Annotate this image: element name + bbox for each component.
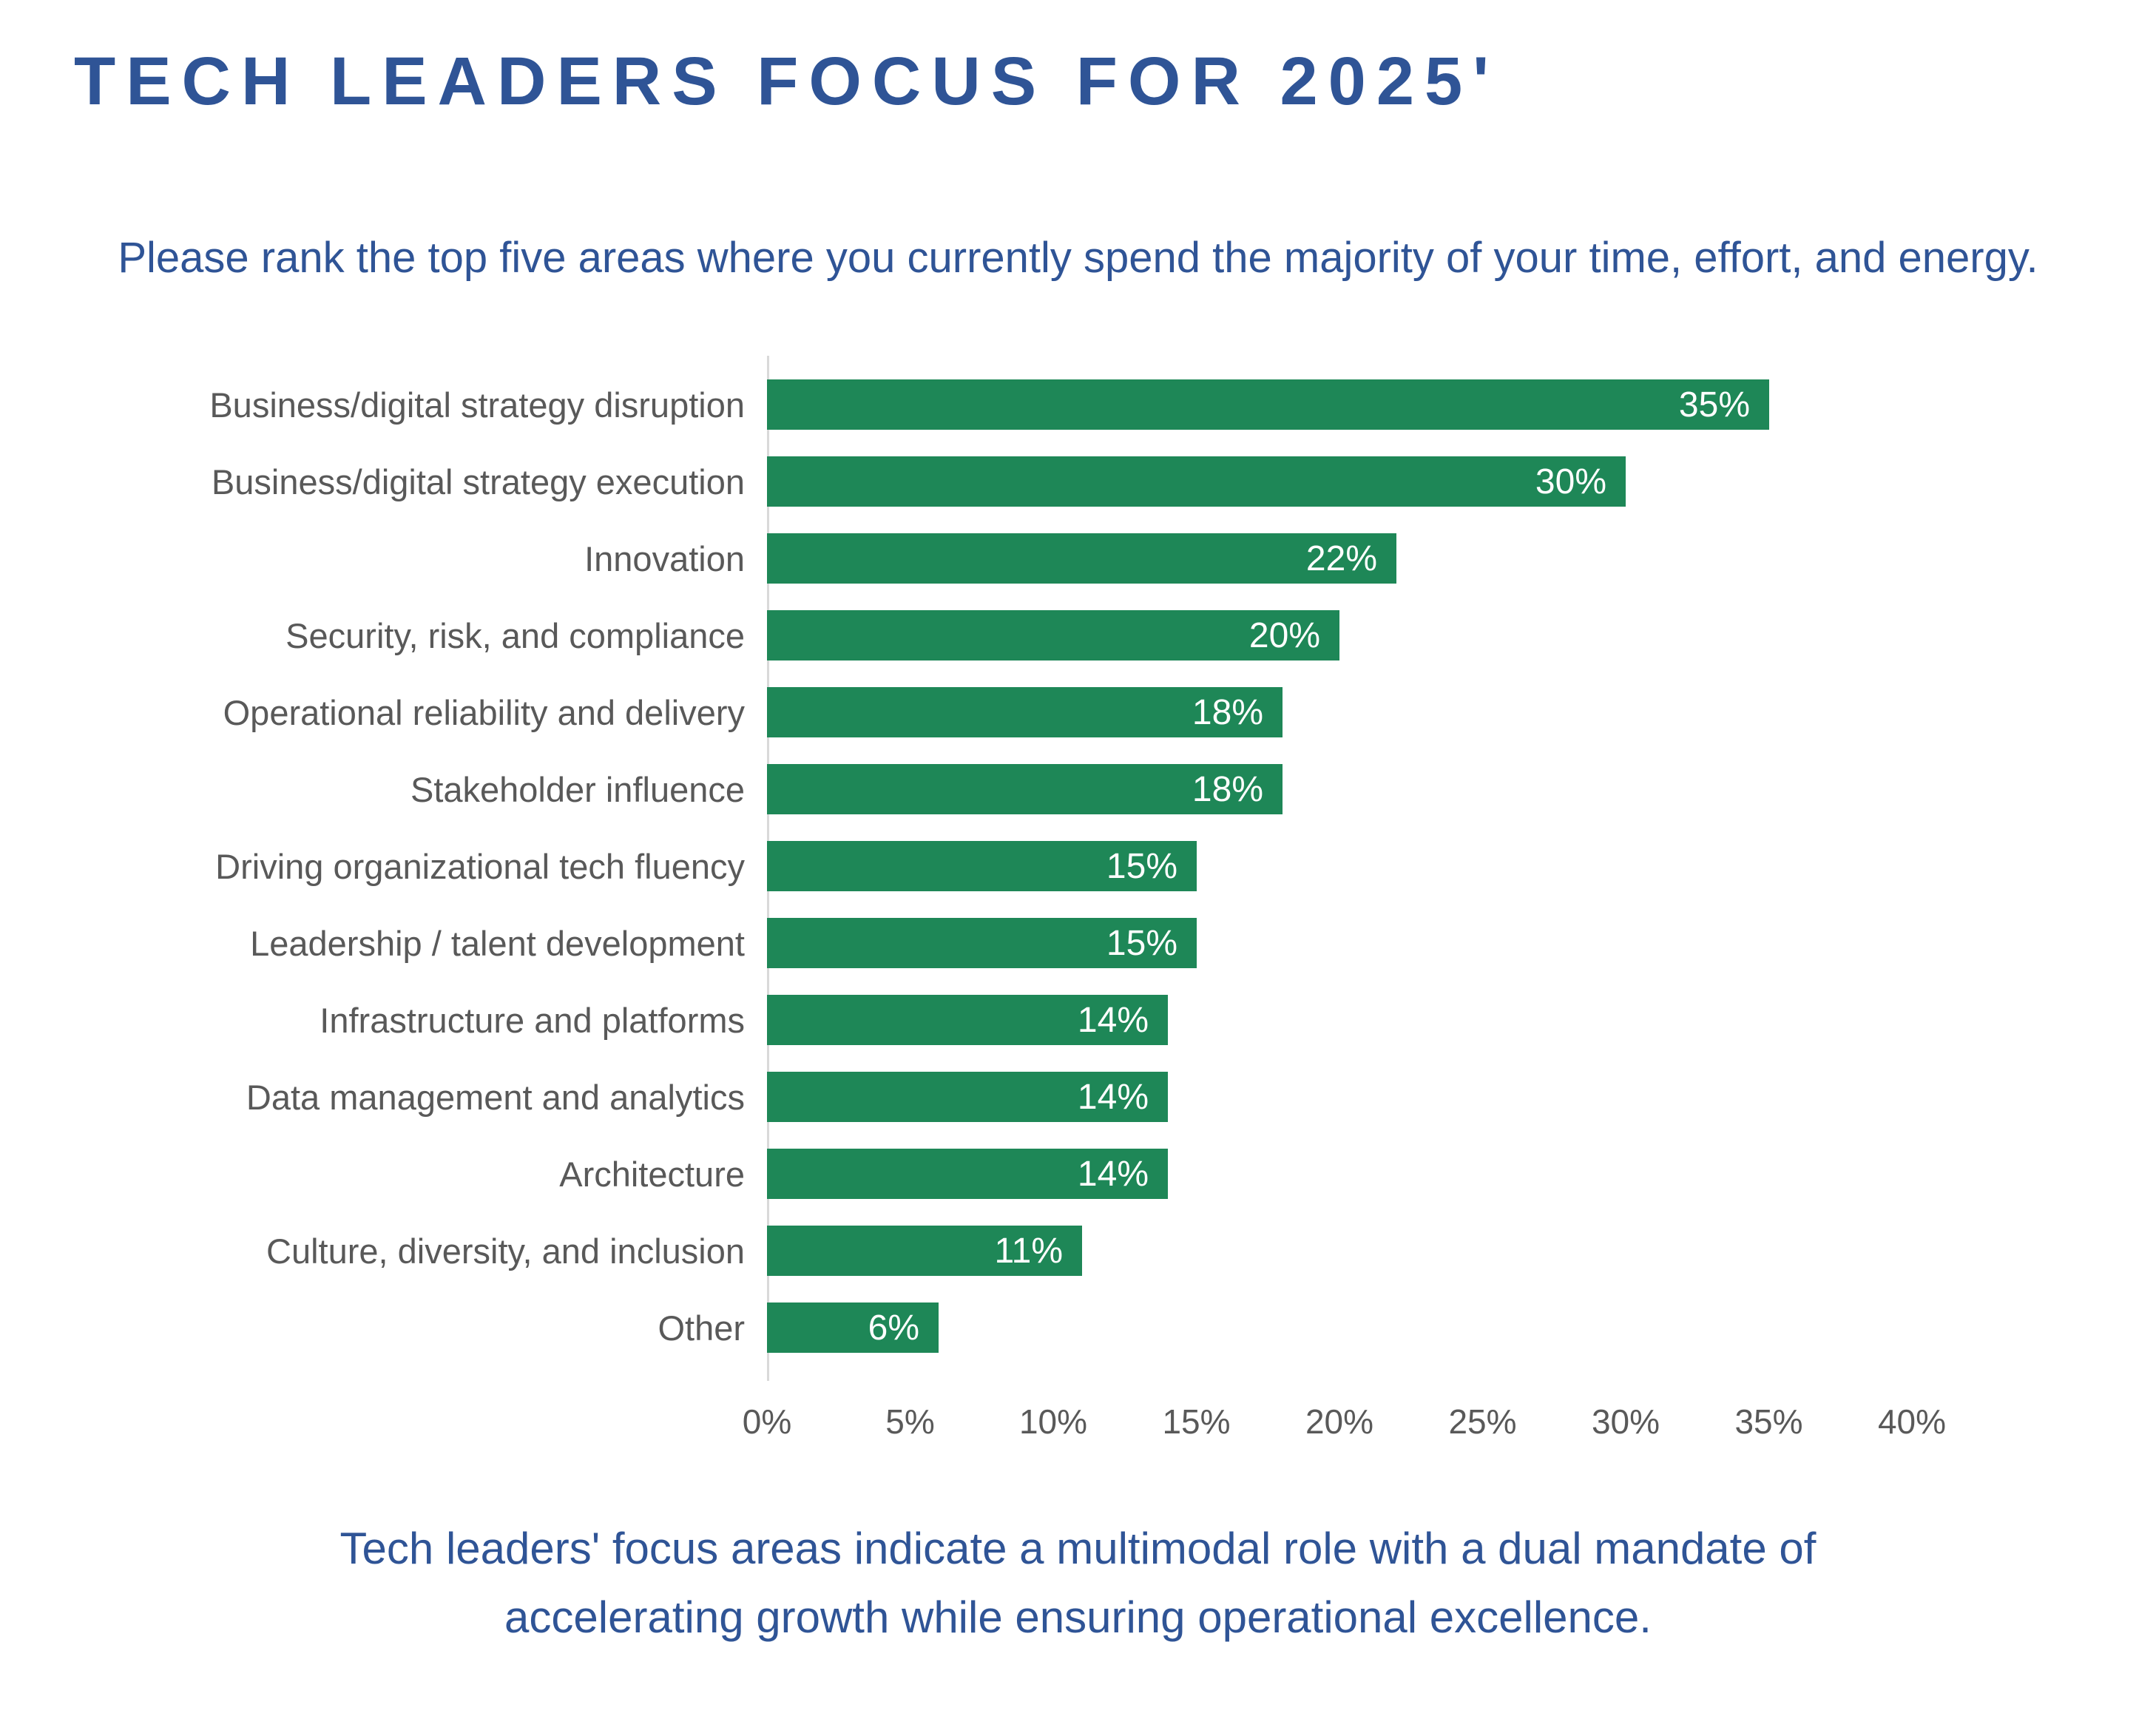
- chart-row: Business/digital strategy execution 30%: [0, 443, 2156, 520]
- value-label: 15%: [1106, 923, 1177, 963]
- chart-row: Other 6%: [0, 1289, 2156, 1366]
- x-axis-tick-label: 0%: [742, 1402, 792, 1442]
- chart-row: Security, risk, and compliance 20%: [0, 597, 2156, 674]
- bar: 14%: [767, 995, 1168, 1046]
- x-axis-tick-label: 35%: [1734, 1402, 1803, 1442]
- x-axis-tick-label: 10%: [1018, 1402, 1088, 1442]
- bar-track: 30%: [767, 443, 2156, 520]
- chart-row: Operational reliability and delivery 18%: [0, 674, 2156, 751]
- category-label: Operational reliability and delivery: [223, 692, 745, 732]
- category-label: Driving organizational tech fluency: [215, 846, 745, 886]
- bar: 18%: [767, 764, 1283, 815]
- bar-track: 14%: [767, 1135, 2156, 1212]
- bar: 18%: [767, 687, 1283, 738]
- bar: 14%: [767, 1072, 1168, 1123]
- value-label: 15%: [1106, 846, 1177, 886]
- value-label: 14%: [1077, 1154, 1149, 1194]
- x-axis-tick-label: 25%: [1448, 1402, 1517, 1442]
- survey-question: Please rank the top five areas where you…: [118, 233, 2038, 282]
- chart-row: Innovation 22%: [0, 520, 2156, 597]
- value-label: 14%: [1077, 1000, 1149, 1040]
- bar-track: 18%: [767, 751, 2156, 828]
- bar-track: 22%: [767, 520, 2156, 597]
- chart-plot-area: Business/digital strategy disruption 35% B…: [0, 356, 2156, 1382]
- category-label: Security, risk, and compliance: [285, 615, 745, 655]
- bar: 15%: [767, 918, 1197, 969]
- x-axis-tick-label: 20%: [1305, 1402, 1374, 1442]
- bar-track: 35%: [767, 366, 2156, 443]
- bar-track: 15%: [767, 905, 2156, 981]
- bar: 14%: [767, 1149, 1168, 1200]
- chart-row: Leadership / talent development 15%: [0, 905, 2156, 981]
- bar: 6%: [767, 1303, 939, 1354]
- value-label: 22%: [1305, 538, 1377, 578]
- insight-line-1: Tech leaders' focus areas indicate a mul…: [339, 1524, 1817, 1574]
- bar-track: 14%: [767, 981, 2156, 1058]
- insight-line-2: accelerating growth while ensuring opera…: [504, 1592, 1652, 1643]
- chart-row: Culture, diversity, and inclusion 11%: [0, 1212, 2156, 1289]
- chart-row: Driving organizational tech fluency 15%: [0, 828, 2156, 905]
- bar-chart: Business/digital strategy disruption 35% B…: [0, 356, 2156, 1449]
- category-label: Leadership / talent development: [250, 923, 745, 963]
- x-axis-tick-label: 15%: [1162, 1402, 1231, 1442]
- chart-row: Stakeholder influence 18%: [0, 751, 2156, 828]
- bar: 11%: [767, 1226, 1082, 1277]
- value-label: 11%: [994, 1231, 1063, 1271]
- chart-row: Infrastructure and platforms 14%: [0, 981, 2156, 1058]
- infographic: TECH LEADERS FOCUS FOR 2025' Please rank…: [0, 43, 2156, 1652]
- insight-text: Tech leaders' focus areas indicate a mul…: [0, 1514, 2156, 1652]
- category-label: Infrastructure and platforms: [320, 1000, 745, 1040]
- category-label: Business/digital strategy disruption: [209, 385, 745, 425]
- bar: 30%: [767, 456, 1626, 507]
- value-label: 18%: [1192, 769, 1263, 809]
- bar: 15%: [767, 841, 1197, 892]
- category-label: Architecture: [559, 1154, 745, 1194]
- value-label: 20%: [1248, 615, 1320, 655]
- page-title: TECH LEADERS FOCUS FOR 2025': [74, 44, 1500, 119]
- value-label: 30%: [1535, 462, 1606, 501]
- chart-row: Architecture 14%: [0, 1135, 2156, 1212]
- category-label: Innovation: [584, 538, 745, 578]
- category-label: Stakeholder influence: [410, 769, 745, 809]
- category-label: Other: [658, 1308, 745, 1348]
- category-label: Business/digital strategy execution: [211, 462, 745, 501]
- category-label: Culture, diversity, and inclusion: [266, 1231, 745, 1271]
- x-axis: 0% 5% 10% 15% 20% 25% 30% 35% 40%: [0, 1402, 2156, 1449]
- value-label: 18%: [1192, 692, 1263, 732]
- bar: 22%: [767, 533, 1396, 584]
- bar-track: 11%: [767, 1212, 2156, 1289]
- x-axis-tick-label: 30%: [1591, 1402, 1660, 1442]
- bar: 35%: [767, 379, 1769, 430]
- bar-track: 14%: [767, 1058, 2156, 1135]
- bar: 20%: [767, 610, 1339, 661]
- x-axis-tick-label: 40%: [1877, 1402, 1947, 1442]
- bar-track: 6%: [767, 1289, 2156, 1366]
- value-label: 14%: [1077, 1077, 1149, 1117]
- chart-row: Data management and analytics 14%: [0, 1058, 2156, 1135]
- chart-row: Business/digital strategy disruption 35%: [0, 366, 2156, 443]
- bar-track: 15%: [767, 828, 2156, 905]
- x-axis-tick-label: 5%: [885, 1402, 935, 1442]
- value-label: 35%: [1678, 385, 1750, 425]
- value-label: 6%: [868, 1308, 919, 1348]
- bar-track: 18%: [767, 674, 2156, 751]
- category-label: Data management and analytics: [246, 1077, 745, 1117]
- bar-track: 20%: [767, 597, 2156, 674]
